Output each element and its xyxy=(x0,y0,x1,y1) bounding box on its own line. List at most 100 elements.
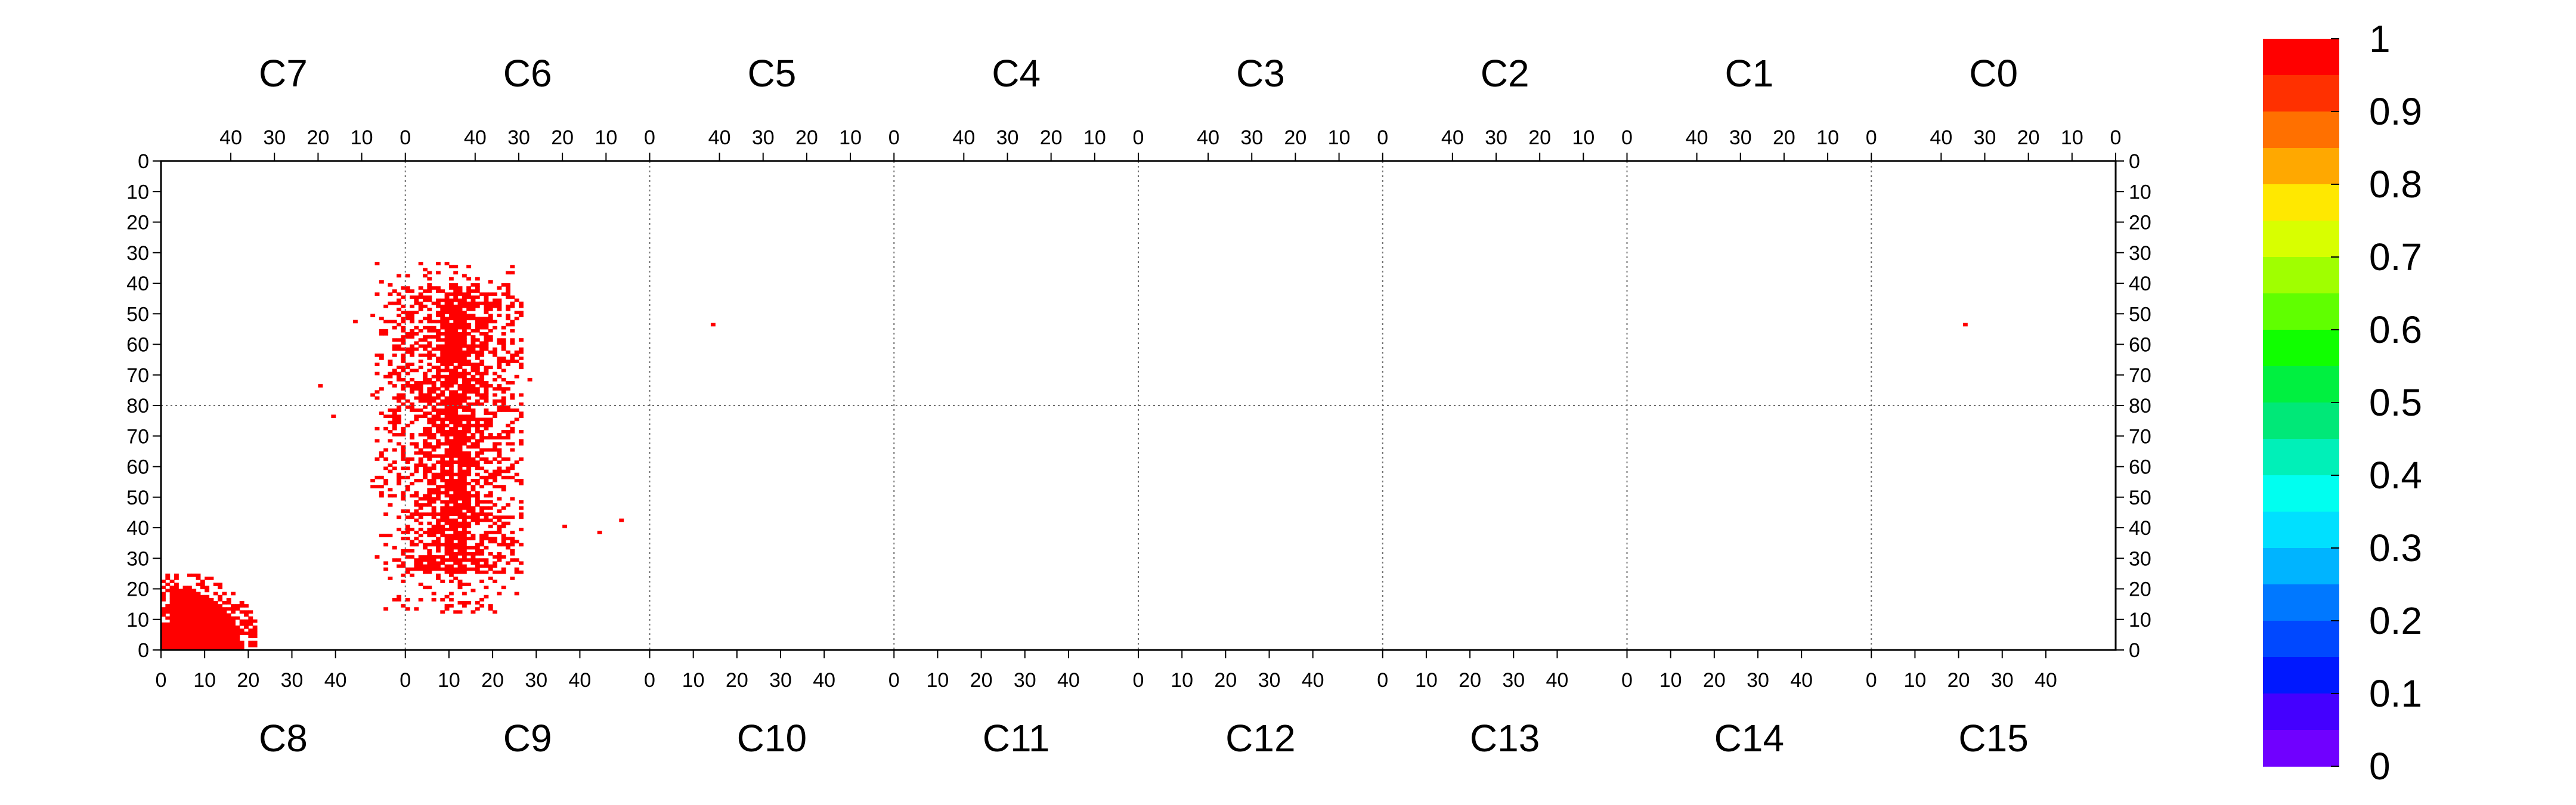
hit-pixel xyxy=(475,521,480,525)
hit-pixel xyxy=(405,549,410,553)
hit-pixel xyxy=(453,304,459,308)
hit-pixel xyxy=(462,417,467,422)
hit-pixel xyxy=(514,311,519,314)
hit-pixel xyxy=(444,369,450,373)
hit-pixel xyxy=(506,317,510,321)
hit-pixel xyxy=(435,298,441,302)
hit-pixel xyxy=(506,475,510,479)
hit-pixel xyxy=(191,634,197,639)
hit-pixel xyxy=(448,479,454,482)
hit-pixel xyxy=(397,292,402,296)
hit-pixel xyxy=(457,494,463,498)
hit-pixel xyxy=(448,534,454,537)
hit-pixel xyxy=(497,298,502,302)
hit-pixel xyxy=(418,360,423,363)
bottom-x-tick-label: 40 xyxy=(1790,669,1813,692)
hit-pixel xyxy=(466,457,472,461)
hit-pixel xyxy=(178,626,184,629)
hit-pixel xyxy=(462,311,467,314)
hit-pixel xyxy=(427,494,432,498)
hit-pixel xyxy=(484,595,489,599)
hit-pixel xyxy=(444,374,450,379)
hit-pixel xyxy=(414,341,419,345)
bottom-x-tick-label: 30 xyxy=(769,669,792,692)
hit-pixel xyxy=(462,393,467,397)
hit-pixel xyxy=(405,528,410,531)
hit-pixel xyxy=(479,317,485,321)
hit-pixel xyxy=(191,622,197,626)
hit-pixel xyxy=(444,298,450,302)
hit-pixel xyxy=(161,628,166,632)
hit-pixel xyxy=(374,426,380,431)
hit-pixel xyxy=(165,589,171,593)
hit-pixel xyxy=(444,564,450,568)
hit-pixel xyxy=(397,597,402,602)
hit-pixel xyxy=(191,626,197,629)
hit-pixel xyxy=(379,491,384,495)
hit-pixel xyxy=(218,604,223,608)
hit-pixel xyxy=(423,335,428,339)
hit-pixel xyxy=(470,283,476,287)
hit-pixel xyxy=(466,426,472,431)
hit-pixel xyxy=(401,304,406,308)
hit-pixel xyxy=(414,469,419,473)
hit-pixel xyxy=(475,420,480,425)
hit-pixel xyxy=(479,512,485,516)
hit-pixel xyxy=(493,457,498,461)
hit-pixel xyxy=(174,637,179,642)
hit-pixel xyxy=(423,497,428,501)
hit-pixel xyxy=(397,472,402,476)
hit-pixel xyxy=(182,607,188,611)
hit-pixel xyxy=(444,350,450,354)
bottom-chip-label: C8 xyxy=(259,717,308,760)
hit-pixel xyxy=(466,583,472,586)
hit-pixel xyxy=(405,607,410,611)
hit-pixel xyxy=(440,472,445,476)
hit-pixel xyxy=(392,420,397,425)
hit-pixel xyxy=(497,570,502,574)
hit-pixel xyxy=(475,369,480,373)
hit-pixel xyxy=(462,583,467,586)
hit-pixel xyxy=(423,466,428,470)
hit-pixel xyxy=(475,289,480,293)
hit-pixel xyxy=(205,616,210,620)
hit-pixel xyxy=(414,332,419,336)
hit-pixel xyxy=(218,628,223,632)
right-y-tick-label: 0 xyxy=(2129,150,2140,173)
bottom-chip-label: C11 xyxy=(983,717,1050,760)
hit-pixel xyxy=(479,430,485,434)
hit-pixel xyxy=(488,317,493,321)
hit-pixel xyxy=(423,371,428,376)
hit-pixel xyxy=(226,634,231,639)
hit-pixel xyxy=(169,595,175,599)
hit-pixel xyxy=(161,643,166,648)
hit-pixel xyxy=(410,377,414,382)
hit-pixel xyxy=(457,570,463,574)
hit-pixel xyxy=(414,537,419,541)
hit-pixel xyxy=(466,317,472,321)
hit-pixel xyxy=(401,466,406,470)
hit-pixel xyxy=(462,426,467,431)
hit-pixel xyxy=(397,393,402,397)
hit-pixel xyxy=(423,381,428,385)
hit-pixel xyxy=(431,531,436,534)
hit-pixel xyxy=(191,589,197,593)
hit-pixel xyxy=(453,271,459,275)
hit-pixel xyxy=(196,619,201,623)
hit-pixel xyxy=(440,457,445,461)
hit-pixel xyxy=(427,558,432,562)
hit-pixel xyxy=(444,442,450,446)
hit-pixel xyxy=(440,332,445,336)
hit-pixel xyxy=(462,491,467,495)
hit-pixel xyxy=(475,439,480,443)
hit-pixel xyxy=(501,408,506,412)
hit-pixel xyxy=(431,472,436,476)
hit-pixel xyxy=(475,570,480,574)
hit-pixel xyxy=(397,374,402,379)
hit-pixel xyxy=(200,583,205,586)
hit-pixel xyxy=(165,637,171,642)
hit-pixel xyxy=(510,265,515,268)
hit-pixel xyxy=(423,344,428,348)
hit-pixel xyxy=(448,463,454,467)
colorbar-tick-label: 0.3 xyxy=(2369,527,2422,569)
